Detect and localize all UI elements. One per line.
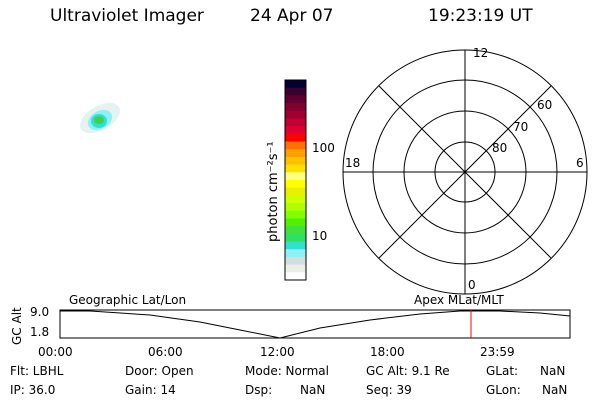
colorbar-border	[284, 79, 307, 281]
x-tick-1200: 12:00	[260, 345, 295, 359]
colorbar-swatch	[285, 249, 306, 258]
x-tick-0000: 00:00	[38, 345, 73, 359]
colorbar-swatch	[285, 110, 306, 119]
colorbar-swatch	[285, 95, 306, 104]
polar-grid	[342, 49, 588, 295]
colorbar-swatch	[285, 272, 306, 281]
colorbar-swatch	[285, 180, 306, 189]
colorbar-swatch	[285, 133, 306, 143]
mlt-0-label: 0	[468, 278, 476, 292]
timeline-plot	[59, 309, 571, 339]
colorbar-swatch	[285, 218, 306, 227]
colorbar-swatch	[285, 210, 306, 219]
colorbar-swatch	[285, 87, 306, 96]
colorbar-tick-10: 10	[312, 229, 328, 243]
y-tick-1.8: 1.8	[30, 325, 50, 339]
gc-alt-axis-title: GC Alt	[10, 307, 24, 345]
date-label: 24 Apr 07	[250, 6, 334, 26]
lat-80-label: 80	[492, 141, 508, 155]
colorbar-swatch	[285, 187, 306, 196]
mode-status: Mode: Normal	[245, 364, 329, 378]
colorbar-swatch	[285, 195, 306, 204]
colorbar-swatch	[285, 233, 306, 243]
apex-label: Apex MLat/MLT	[414, 293, 504, 307]
door-status: Door: Open	[125, 364, 194, 378]
colorbar-label: photon cm⁻²s⁻¹	[266, 141, 281, 242]
mlt-12-label: 12	[473, 46, 489, 60]
colorbar-swatch	[285, 226, 306, 235]
aurora-image	[80, 102, 120, 134]
colorbar-tick-100: 100	[312, 141, 335, 155]
colorbar-swatch	[285, 118, 306, 127]
colorbar-swatch	[285, 172, 306, 181]
glon-value: NaN	[542, 383, 568, 397]
mlt-6-label: 6	[576, 156, 584, 170]
colorbar-swatch	[285, 80, 306, 89]
dsp-label: Dsp:	[245, 383, 273, 397]
lat-70-label: 70	[513, 120, 529, 134]
colorbar-swatch	[285, 203, 306, 212]
colorbar-swatch	[285, 156, 306, 166]
glat-value: NaN	[540, 364, 566, 378]
glon-label: GLon:	[486, 383, 521, 397]
colorbar-swatch	[285, 241, 306, 250]
gain-status: Gain: 14	[125, 383, 176, 397]
geographic-label: Geographic Lat/Lon	[69, 293, 187, 307]
lat-60-label: 60	[537, 98, 553, 112]
colorbar-swatch	[285, 126, 306, 135]
x-tick-1800: 18:00	[370, 345, 405, 359]
y-tick-9: 9.0	[30, 305, 50, 319]
glat-label: GLat:	[486, 364, 519, 378]
ip-status: IP: 36.0	[10, 383, 56, 397]
x-tick-0600: 06:00	[148, 345, 183, 359]
seq-status: Seq: 39	[366, 383, 412, 397]
colorbar-swatch	[285, 164, 306, 173]
colorbar-swatch	[285, 141, 306, 150]
x-tick-2359: 23:59	[480, 345, 515, 359]
colorbar-swatch	[285, 103, 306, 112]
colorbar-swatch	[285, 149, 306, 158]
time-label: 19:23:19 UT	[428, 6, 533, 26]
filter-status: Flt: LBHL	[10, 364, 64, 378]
gc-alt-status: GC Alt: 9.1 Re	[366, 364, 450, 378]
instrument-title: Ultraviolet Imager	[50, 6, 204, 26]
mlt-18-label: 18	[345, 156, 361, 170]
colorbar-swatch	[285, 264, 306, 273]
colorbar	[284, 79, 307, 281]
dsp-value: NaN	[300, 383, 326, 397]
colorbar-swatch	[285, 256, 306, 266]
